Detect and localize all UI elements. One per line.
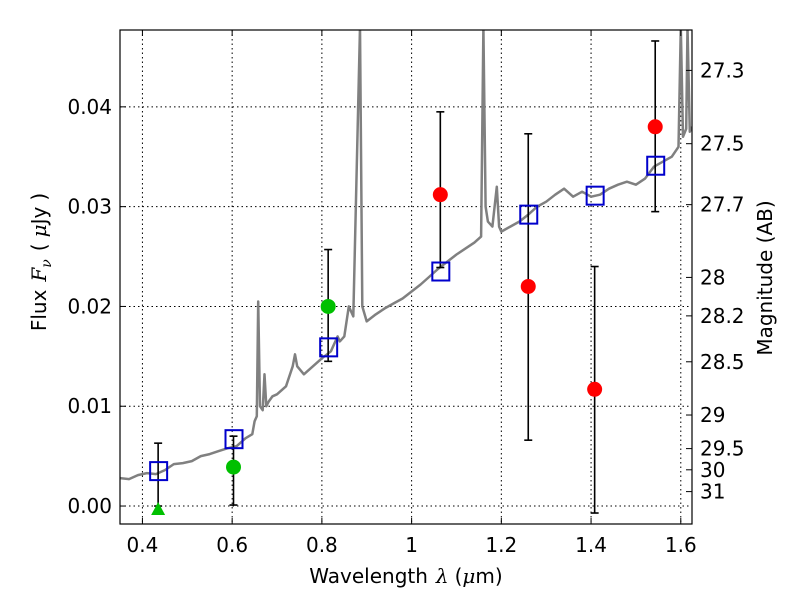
y-tick-label: 0.04 bbox=[67, 95, 112, 119]
photometry-point bbox=[520, 278, 536, 294]
x-tick-label: 1.4 bbox=[575, 533, 607, 557]
magnitude-tick-label: 30 bbox=[700, 458, 725, 482]
x-tick-label: 1.2 bbox=[485, 533, 517, 557]
photometry-point bbox=[587, 381, 603, 397]
x-tick-label: 1.6 bbox=[665, 533, 697, 557]
model-photometry-square bbox=[519, 204, 539, 225]
x-tick-label: 0.8 bbox=[306, 533, 338, 557]
x-tick-label: 1 bbox=[405, 533, 418, 557]
magnitude-tick-label: 29.5 bbox=[700, 437, 745, 461]
magnitude-tick-label: 28 bbox=[700, 265, 725, 289]
magnitude-tick-label: 27.3 bbox=[700, 58, 745, 82]
y-tick-label: 0.00 bbox=[67, 494, 112, 518]
magnitude-tick-label: 27.5 bbox=[700, 132, 745, 156]
photometry-point bbox=[432, 187, 448, 203]
photometry-point bbox=[226, 459, 242, 475]
y-tick-label: 0.03 bbox=[67, 195, 112, 219]
upper-limit-triangle bbox=[151, 502, 166, 516]
magnitude-tick-label: 31 bbox=[700, 480, 725, 504]
x-tick-label: 0.6 bbox=[216, 533, 248, 557]
y-tick-label: 0.02 bbox=[67, 294, 112, 318]
model-photometry-square bbox=[224, 429, 244, 450]
model-photometry-square bbox=[646, 155, 666, 176]
magnitude-tick-label: 28.5 bbox=[700, 350, 745, 374]
model-photometry-square bbox=[585, 185, 605, 206]
photometry-point bbox=[320, 298, 336, 314]
y-tick-label: 0.01 bbox=[67, 394, 112, 418]
grid bbox=[120, 30, 692, 524]
photometry-point bbox=[647, 119, 663, 135]
ticks: 0.4 0.6 0.8 1 1.2 1.4 1.6 0.00 0.01 0.02 0.03 0.04 2… bbox=[67, 30, 745, 557]
x-axis-title: Wavelength λ (μm) bbox=[309, 564, 502, 588]
magnitude-tick-label: 27.7 bbox=[700, 193, 745, 217]
y-axis-title: FluxFν(μJy) bbox=[27, 193, 55, 331]
magnitude-tick-label: 28.2 bbox=[700, 304, 745, 328]
model-photometry-square bbox=[319, 337, 339, 358]
markers bbox=[149, 40, 666, 516]
model-photometry-square bbox=[431, 261, 451, 282]
magnitude-axis-title: Magnitude (AB) bbox=[753, 200, 777, 355]
x-tick-label: 0.4 bbox=[127, 533, 159, 557]
model-photometry-square bbox=[149, 461, 169, 482]
magnitude-tick-label: 29 bbox=[700, 403, 725, 427]
